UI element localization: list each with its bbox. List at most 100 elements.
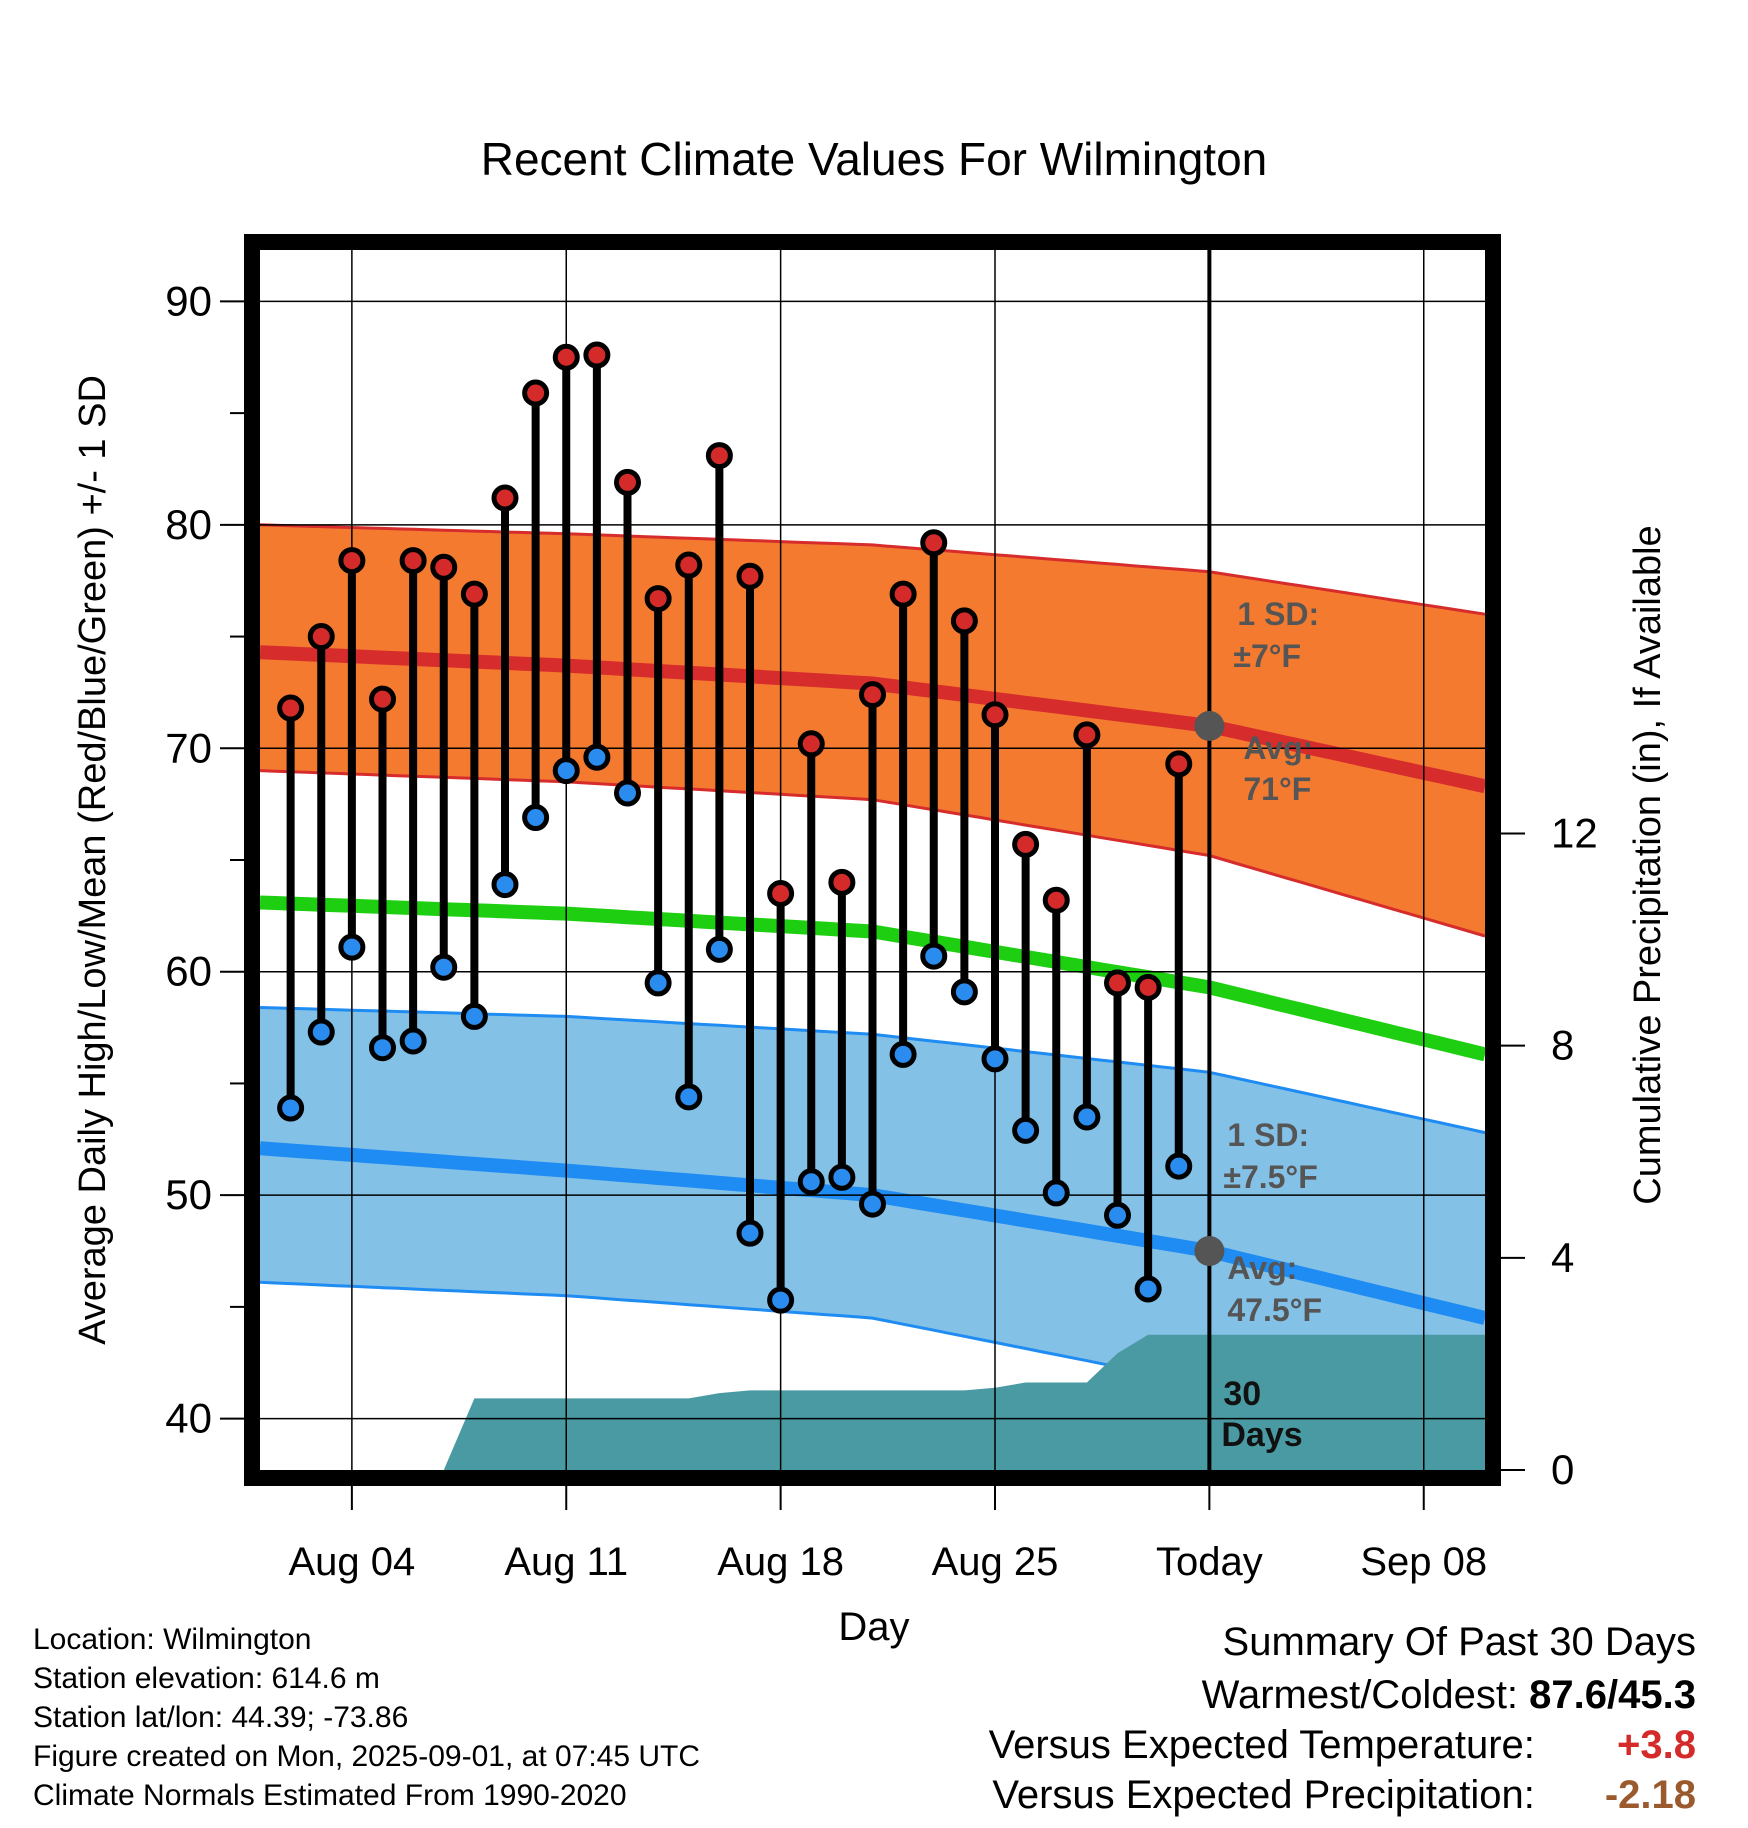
observed-high-point-7 [491,484,519,512]
observed-high-point-15 [736,562,764,590]
observed-low-point-9 [552,757,580,785]
x-tick-label-3: Aug 25 [932,1540,1059,1584]
observed-low-point-6 [460,1002,488,1030]
observed-high-point-5 [430,553,458,581]
observed-high-point-12 [644,585,672,613]
observed-low-point-0 [277,1094,305,1122]
observed-high-point-26 [1073,721,1101,749]
chart-text: 40 50 60 70 80 90 0 4 8 12 Aug 04 Aug 11 Aug 18 Aug 2… [72,133,1669,1649]
observed-low-point-27 [1104,1201,1131,1229]
low-avg-label: Avg: [1227,1250,1297,1286]
observed-low-point-20 [889,1040,917,1068]
observed-low-point-29 [1165,1152,1193,1180]
observed-low-point-24 [1012,1116,1040,1144]
today-high-normal-dot [1194,710,1225,741]
precipitation-area [443,1334,1485,1470]
observed-low-point-16 [767,1286,795,1314]
temp-value: +3.8 [1617,1723,1696,1767]
observed-high-point-20 [889,580,917,608]
precip-value: -2.18 [1604,1773,1696,1817]
observed-high-point-2 [338,547,366,575]
observed-high-point-11 [614,468,641,496]
low-avg-value: 47.5°F [1227,1292,1322,1328]
observed-high-point-16 [767,880,795,908]
precip-days-number: 30 [1223,1375,1261,1413]
plot-frame [244,234,1501,1486]
observed-low-point-7 [491,871,519,899]
observed-high-point-13 [675,551,703,579]
elevation-text: Station elevation: 614.6 m [33,1662,380,1695]
x-tick-label-1: Aug 11 [504,1540,628,1584]
precip-days-word: Days [1221,1416,1302,1454]
observed-low-point-21 [920,942,948,970]
observed-high-point-28 [1134,973,1162,1001]
observed-high-point-1 [307,623,335,651]
x-tick-label-5: Sep 08 [1360,1540,1487,1584]
y-tick-label-90: 90 [165,277,212,324]
observed-low-point-18 [828,1163,856,1191]
observed-temperatures [277,341,1193,1314]
observed-high-point-0 [277,694,305,722]
y-tick-label-40: 40 [165,1395,212,1442]
high-upper-edge [259,523,1486,616]
location-text: Location: Wilmington [33,1623,312,1656]
station-info: Location: Wilmington Station elevation: … [33,1620,700,1815]
summary-panel: Summary Of Past 30 Days Warmest/Coldest:… [989,1614,1696,1820]
precip-area [443,1334,1485,1470]
y-tick-label-60: 60 [165,948,212,995]
observed-low-point-8 [522,804,550,832]
observed-low-point-3 [369,1034,396,1062]
observed-low-point-13 [675,1083,703,1111]
x-tick-label-4: Today [1156,1540,1263,1584]
low-sd-label: 1 SD: [1227,1117,1309,1153]
high-sd-label: 1 SD: [1237,596,1319,632]
y-tick-label-70: 70 [165,724,212,771]
observed-low-point-23 [981,1045,1009,1073]
y2-tick-label-12: 12 [1551,809,1598,856]
y2-tick-label-0: 0 [1551,1446,1574,1493]
observed-high-point-18 [828,868,856,896]
precip-row: Versus Expected Precipitation: -2.18 [989,1770,1696,1820]
observed-low-point-26 [1073,1103,1101,1131]
observed-low-point-17 [797,1168,825,1196]
observed-high-point-3 [369,685,396,713]
summary-title: Summary Of Past 30 Days [1222,1620,1696,1664]
high-avg-label: Avg: [1243,730,1313,766]
observed-high-point-27 [1104,969,1131,997]
observed-low-point-25 [1042,1179,1070,1207]
precip-label: Versus Expected Precipitation: [992,1773,1535,1817]
observed-high-point-29 [1165,750,1193,778]
observed-high-point-17 [797,730,825,758]
observed-high-point-6 [460,580,488,608]
observed-high-point-4 [399,547,427,575]
normals-text: Climate Normals Estimated From 1990-2020 [33,1779,627,1812]
observed-high-point-22 [950,607,978,635]
observed-high-point-21 [920,529,948,557]
observed-low-point-2 [338,933,366,961]
observed-high-point-8 [522,379,550,407]
latlon-text: Station lat/lon: 44.39; -73.86 [33,1701,409,1734]
temp-label: Versus Expected Temperature: [988,1723,1535,1767]
observed-low-point-15 [736,1219,764,1247]
observed-low-point-22 [950,978,978,1006]
y-tick-label-80: 80 [165,501,212,548]
observed-low-point-19 [859,1190,886,1218]
warmest-value: 87.6/45.3 [1529,1673,1696,1717]
y-tick-label-50: 50 [165,1171,212,1218]
observed-high-point-10 [583,341,611,369]
observed-high-point-19 [859,681,886,709]
temp-row: Versus Expected Temperature: +3.8 [989,1720,1696,1770]
warmest-coldest-row: Warmest/Coldest: 87.6/45.3 [989,1670,1696,1720]
observed-low-point-4 [399,1027,427,1055]
observed-high-point-14 [705,442,733,470]
warmest-label: Warmest/Coldest: [1201,1673,1519,1717]
observed-low-point-12 [644,969,672,997]
observed-high-point-9 [552,343,580,371]
observed-high-point-25 [1042,886,1070,914]
y-axis-label: Average Daily High/Low/Mean (Red/Blue/Gr… [72,375,114,1345]
observed-high-point-23 [981,701,1009,729]
observed-low-point-11 [614,779,641,807]
x-tick-label-0: Aug 04 [288,1540,415,1584]
x-tick-label-2: Aug 18 [717,1540,844,1584]
created-text: Figure created on Mon, 2025-09-01, at 07… [33,1740,701,1773]
